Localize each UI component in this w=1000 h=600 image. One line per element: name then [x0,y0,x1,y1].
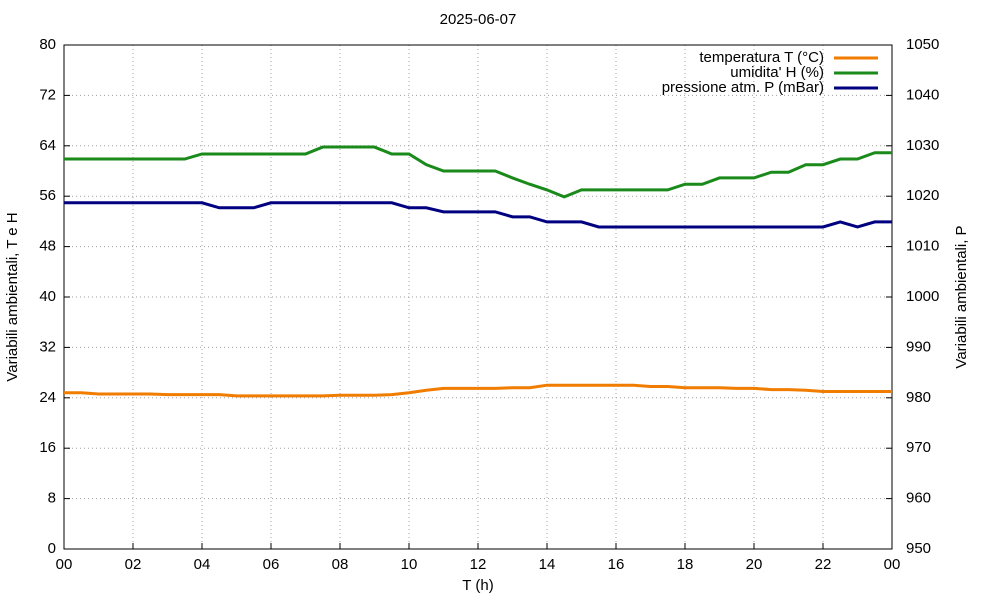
y2-tick-label: 1050 [906,36,939,53]
y2-tick-label: 1040 [906,86,939,103]
legend-label: pressione atm. P (mBar) [662,79,824,96]
x-tick-label: 00 [884,556,901,573]
y2-tick-label: 1000 [906,288,939,305]
x-tick-label: 00 [56,556,73,573]
y-tick-label: 40 [39,288,56,305]
x-tick-label: 16 [608,556,625,573]
y-tick-label: 24 [39,389,56,406]
y-tick-label: 16 [39,439,56,456]
legend-label: temperatura T (°C) [699,49,824,66]
y-tick-label: 32 [39,338,56,355]
y2-axis-label: Variabili ambientali, P [953,225,970,368]
x-tick-label: 22 [815,556,832,573]
y-tick-label: 48 [39,238,56,255]
series-line [64,145,892,199]
series-line [64,383,892,398]
x-tick-label: 06 [263,556,280,573]
y-tick-label: 0 [48,540,56,557]
y2-tick-label: 1030 [906,137,939,154]
y2-tick-label: 970 [906,439,931,456]
y2-tick-label: 1010 [906,238,939,255]
x-tick-label: 04 [194,556,211,573]
x-tick-label: 18 [677,556,694,573]
y-tick-label: 8 [48,490,56,507]
y-tick-label: 72 [39,86,56,103]
plot-frame [63,44,893,550]
y-tick-label: 80 [39,36,56,53]
x-tick-label: 14 [539,556,556,573]
y-tick-label: 64 [39,137,56,154]
y2-tick-label: 960 [906,490,931,507]
y-axis-label: Variabili ambientali, T e H [4,212,21,381]
y2-tick-label: 1020 [906,187,939,204]
y-tick-label: 56 [39,187,56,204]
y2-tick-label: 980 [906,389,931,406]
y2-tick-label: 950 [906,540,931,557]
series-line [64,201,892,229]
y2-tick-label: 990 [906,338,931,355]
chart-title: 2025-06-07 [440,11,517,28]
x-tick-label: 08 [332,556,349,573]
x-tick-label: 20 [746,556,763,573]
x-axis-label: T (h) [462,577,493,594]
x-tick-label: 12 [470,556,487,573]
x-tick-label: 10 [401,556,418,573]
legend-label: umidita' H (%) [730,64,824,81]
x-tick-label: 02 [125,556,142,573]
